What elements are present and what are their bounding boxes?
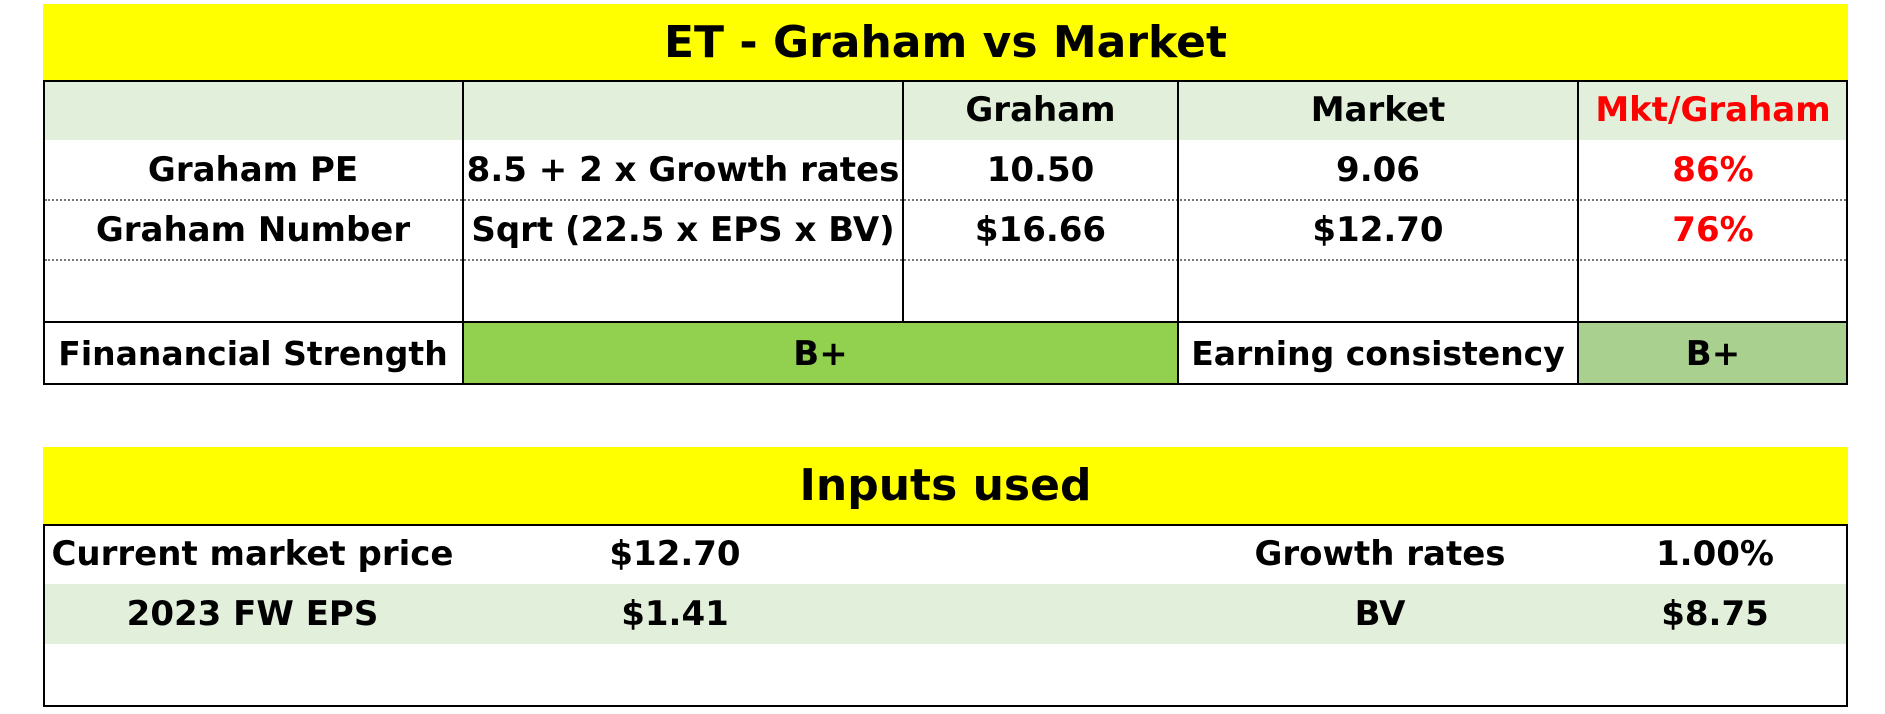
- input-value: $8.75: [1661, 594, 1769, 634]
- row-line: [45, 199, 1846, 201]
- col-line: [1577, 80, 1579, 385]
- column-header: Market: [1310, 90, 1446, 130]
- input-label: 2023 FW EPS: [126, 594, 379, 634]
- rating-label: Earning consistency: [1191, 334, 1565, 373]
- rating-cell: [1578, 322, 1846, 383]
- rating-grade: B+: [793, 333, 848, 374]
- input-label: Current market price: [51, 534, 454, 574]
- rating-cell: [463, 322, 1178, 383]
- column-header: Graham: [965, 90, 1116, 130]
- col-line: [902, 80, 904, 322]
- column-header: Mkt/Graham: [1595, 90, 1831, 130]
- col-line: [1177, 80, 1179, 385]
- header-row: [45, 82, 1846, 140]
- cell: 76%: [1672, 210, 1754, 250]
- col-line: [462, 80, 464, 385]
- rating-label: Finanancial Strength: [58, 334, 448, 373]
- row-line: [43, 321, 1848, 323]
- cell: 10.50: [986, 150, 1095, 190]
- cell: Graham Number: [95, 210, 411, 250]
- cell: 9.06: [1336, 150, 1420, 190]
- inputs-row-bg: [45, 584, 1846, 644]
- input-value: 1.00%: [1656, 534, 1774, 574]
- title: ET - Graham vs Market: [43, 4, 1848, 80]
- inputs-border: [43, 524, 1848, 707]
- input-value: $1.41: [621, 594, 729, 634]
- inputs-title: Inputs used: [43, 447, 1848, 524]
- table-border: [43, 80, 1848, 385]
- cell: $16.66: [974, 210, 1107, 250]
- cell: 8.5 + 2 x Growth rates: [466, 150, 900, 190]
- cell: 86%: [1672, 150, 1754, 190]
- input-label: BV: [1354, 594, 1406, 634]
- row-line: [45, 259, 1846, 261]
- cell: Sqrt (22.5 x EPS x BV): [471, 210, 895, 250]
- rating-grade: B+: [1685, 333, 1741, 374]
- cell: $12.70: [1312, 210, 1444, 250]
- input-value: $12.70: [609, 534, 741, 574]
- input-label: Growth rates: [1254, 534, 1506, 574]
- cell: Graham PE: [147, 150, 359, 190]
